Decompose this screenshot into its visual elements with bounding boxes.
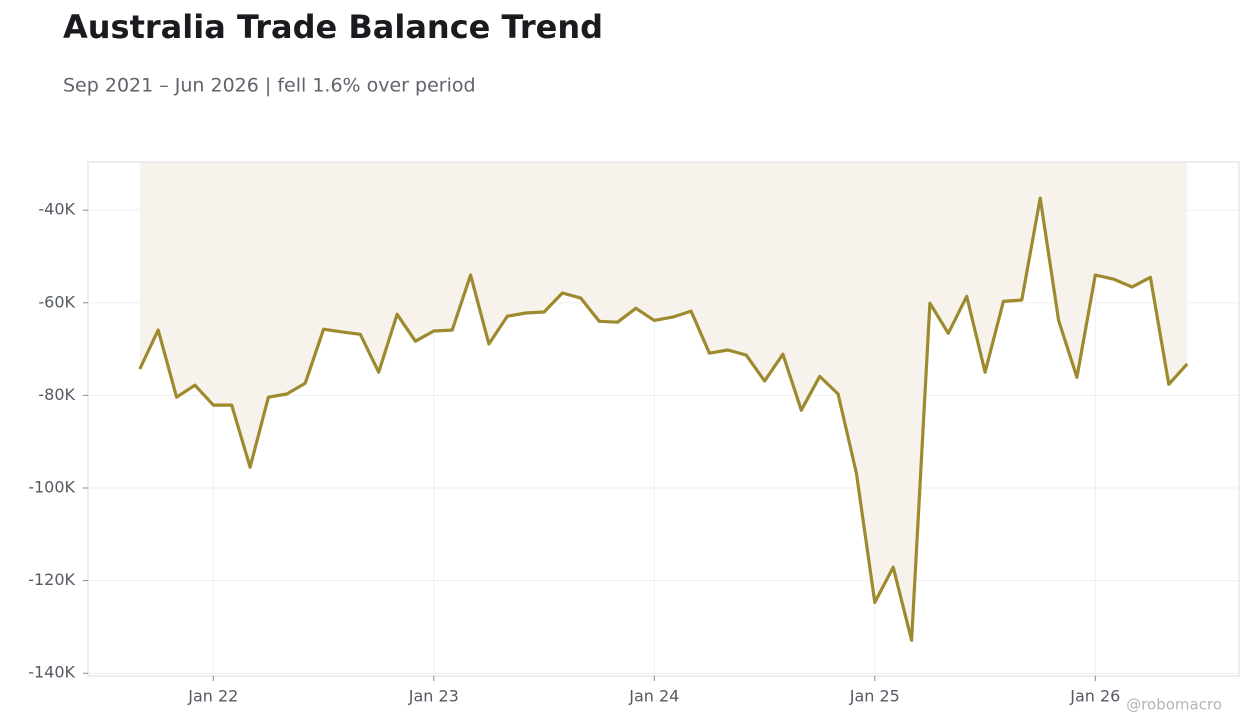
chart-subtitle: Sep 2021 – Jun 2026 | fell 1.6% over per… (63, 75, 476, 97)
x-tick-label: Jan 22 (187, 687, 238, 706)
chart-title: Australia Trade Balance Trend (63, 8, 603, 46)
x-tick-label: Jan 25 (849, 687, 900, 706)
x-tick-label: Jan 26 (1069, 687, 1120, 706)
watermark: @robomacro (1126, 696, 1222, 714)
y-tick-label: -60K (38, 292, 75, 311)
y-tick-label: -120K (28, 570, 75, 589)
x-tick-label: Jan 23 (408, 687, 459, 706)
y-tick-label: -140K (28, 663, 75, 682)
line (138, 196, 1189, 642)
plot-frame (87, 161, 1240, 677)
y-tick-label: -80K (38, 385, 75, 404)
y-tick-label: -40K (38, 200, 75, 219)
x-tick-label: Jan 24 (628, 687, 679, 706)
y-tick-label: -100K (28, 477, 75, 496)
area (139, 162, 1188, 641)
